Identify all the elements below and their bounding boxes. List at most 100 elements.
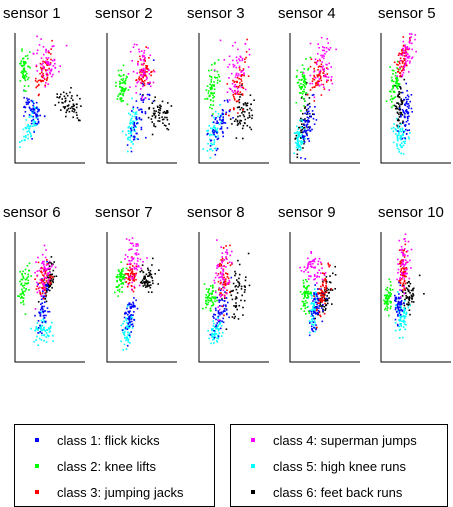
scatter-point-class-6 xyxy=(243,285,246,287)
scatter-point-class-3 xyxy=(316,74,318,76)
panel-sensor-5: sensor 5 xyxy=(378,5,451,164)
scatter-point-class-4 xyxy=(244,88,247,91)
scatter-point-class-4 xyxy=(39,286,41,289)
scatter-point-class-3 xyxy=(405,47,407,49)
scatter-point-class-1 xyxy=(213,133,215,136)
scatter-point-class-1 xyxy=(305,130,308,132)
scatter-point-class-3 xyxy=(317,292,319,294)
scatter-point-class-4 xyxy=(399,296,402,298)
scatter-point-class-4 xyxy=(42,282,45,285)
scatter-point-class-4 xyxy=(405,259,407,261)
scatter-point-class-2 xyxy=(122,276,125,278)
scatter-point-class-4 xyxy=(236,92,238,95)
scatter-point-class-6 xyxy=(48,265,51,267)
scatter-point-class-1 xyxy=(135,299,137,302)
scatter-point-class-1 xyxy=(135,117,137,120)
scatter-point-class-3 xyxy=(126,285,129,288)
scatter-point-class-1 xyxy=(142,84,145,86)
scatter-point-class-1 xyxy=(215,324,218,326)
scatter-point-class-1 xyxy=(39,114,41,117)
scatter-point-class-3 xyxy=(397,54,400,56)
scatter-point-class-1 xyxy=(400,299,403,302)
scatter-point-class-6 xyxy=(325,299,327,302)
scatter-point-class-3 xyxy=(229,109,231,111)
scatter-point-class-4 xyxy=(144,97,147,99)
scatter-point-class-3 xyxy=(49,283,51,285)
scatter-point-class-6 xyxy=(407,303,410,305)
scatter-point-class-6 xyxy=(300,129,302,132)
scatter-point-class-3 xyxy=(316,81,318,84)
scatter-point-class-1 xyxy=(124,313,126,315)
scatter-point-class-6 xyxy=(48,284,51,287)
scatter-point-class-3 xyxy=(399,282,402,284)
scatter-point-class-5 xyxy=(213,322,215,325)
scatter-point-class-1 xyxy=(23,106,25,108)
scatter-point-class-5 xyxy=(29,125,32,127)
scatter-point-class-2 xyxy=(395,77,398,79)
scatter-point-class-6 xyxy=(147,281,150,283)
scatter-point-class-1 xyxy=(38,108,40,111)
scatter-point-class-4 xyxy=(402,252,404,255)
scatter-point-class-4 xyxy=(225,256,227,258)
scatter-point-class-2 xyxy=(303,310,306,312)
scatter-point-class-4 xyxy=(326,79,328,81)
scatter-point-class-3 xyxy=(244,61,246,63)
scatter-point-class-5 xyxy=(48,335,50,337)
scatter-point-class-4 xyxy=(53,58,56,61)
scatter-point-class-3 xyxy=(218,264,221,266)
scatter-point-class-6 xyxy=(398,116,401,118)
scatter-point-class-2 xyxy=(21,273,23,275)
scatter-point-class-5 xyxy=(128,327,130,329)
scatter-point-class-1 xyxy=(42,308,44,310)
scatter-point-class-4 xyxy=(316,63,318,66)
scatter-point-class-4 xyxy=(406,272,408,275)
scatter-point-class-4 xyxy=(400,264,403,266)
scatter-point-class-1 xyxy=(36,111,39,113)
scatter-point-class-3 xyxy=(239,82,241,84)
scatter-point-class-3 xyxy=(242,109,244,111)
scatter-point-class-6 xyxy=(241,127,244,130)
scatter-point-class-6 xyxy=(234,315,236,318)
scatter-point-class-5 xyxy=(126,337,128,339)
scatter-point-class-4 xyxy=(44,256,47,259)
scatter-point-class-3 xyxy=(399,279,402,282)
scatter-point-class-2 xyxy=(123,80,125,83)
scatter-point-class-5 xyxy=(311,309,314,312)
scatter-point-class-4 xyxy=(237,75,239,77)
scatter-point-class-4 xyxy=(322,65,324,67)
scatter-point-class-2 xyxy=(122,267,124,270)
scatter-point-class-3 xyxy=(238,77,240,80)
scatter-point-class-6 xyxy=(148,271,150,274)
scatter-point-class-4 xyxy=(324,74,327,76)
scatter-point-class-4 xyxy=(407,240,410,243)
scatter-point-class-1 xyxy=(138,117,141,119)
panels-layer: sensor 1 sensor 2 sensor 3 sensor 4 sensor 5… xyxy=(3,5,451,363)
scatter-point-class-6 xyxy=(69,91,71,94)
scatter-point-class-4 xyxy=(318,257,321,260)
scatter-point-class-1 xyxy=(226,99,229,101)
scatter-point-class-2 xyxy=(22,297,25,299)
scatter-point-class-2 xyxy=(383,299,385,302)
scatter-point-class-1 xyxy=(394,297,397,299)
scatter-point-class-1 xyxy=(133,305,136,307)
scatter-point-class-3 xyxy=(132,279,134,281)
scatter-point-class-3 xyxy=(247,75,250,77)
scatter-point-class-6 xyxy=(246,108,249,111)
scatter-point-class-2 xyxy=(22,292,25,295)
scatter-point-class-1 xyxy=(303,124,305,126)
scatter-point-class-6 xyxy=(163,110,166,113)
scatter-point-class-3 xyxy=(35,65,38,68)
scatter-point-class-4 xyxy=(41,280,43,283)
scatter-point-class-4 xyxy=(401,73,404,76)
scatter-point-class-5 xyxy=(131,97,133,100)
scatter-point-class-3 xyxy=(233,99,236,101)
scatter-point-class-6 xyxy=(79,97,81,100)
scatter-point-class-4 xyxy=(51,59,54,62)
scatter-point-class-1 xyxy=(37,108,39,111)
scatter-point-class-5 xyxy=(398,319,400,321)
scatter-point-class-2 xyxy=(121,90,123,93)
scatter-point-class-6 xyxy=(303,142,305,145)
scatter-point-class-6 xyxy=(247,117,249,119)
scatter-point-class-1 xyxy=(130,303,133,306)
scatter-point-class-4 xyxy=(316,275,319,277)
